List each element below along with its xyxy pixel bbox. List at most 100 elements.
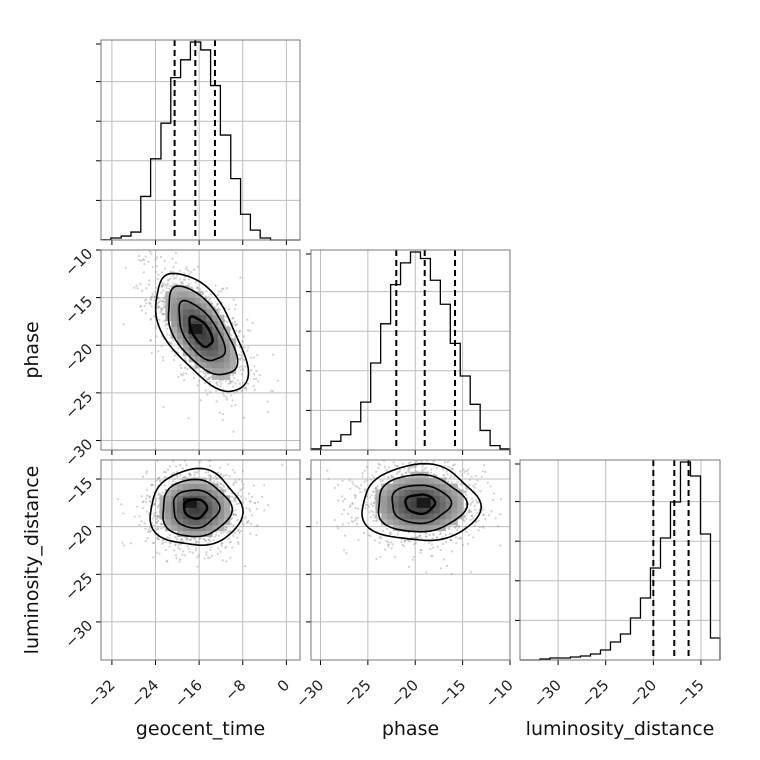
density-cell bbox=[451, 501, 458, 508]
scatter-point bbox=[145, 302, 148, 305]
scatter-point bbox=[450, 538, 453, 541]
scatter-point bbox=[161, 539, 164, 542]
scatter-point bbox=[198, 380, 201, 383]
scatter-point bbox=[160, 286, 163, 289]
scatter-point bbox=[455, 525, 458, 528]
scatter-point bbox=[149, 302, 152, 305]
scatter-point bbox=[154, 258, 157, 261]
scatter-point bbox=[205, 551, 208, 554]
scatter-point bbox=[209, 548, 212, 552]
scatter-point bbox=[154, 503, 157, 506]
scatter-point bbox=[143, 258, 146, 262]
scatter-point bbox=[374, 539, 377, 542]
scatter-point bbox=[148, 500, 151, 503]
scatter-point bbox=[373, 501, 376, 504]
density-cell bbox=[200, 350, 207, 357]
scatter-point bbox=[189, 550, 192, 553]
density-cell bbox=[200, 326, 207, 333]
scatter-point bbox=[180, 281, 183, 284]
density-cell bbox=[439, 483, 447, 490]
scatter-point bbox=[243, 517, 246, 520]
scatter-point bbox=[441, 536, 444, 539]
scatter-point bbox=[159, 256, 163, 259]
density-peak bbox=[182, 497, 197, 508]
density-cell bbox=[171, 320, 178, 327]
density-cell bbox=[223, 361, 231, 369]
scatter-point bbox=[341, 523, 344, 526]
density-cell bbox=[398, 507, 406, 514]
scatter-point bbox=[343, 508, 346, 512]
scatter-point bbox=[391, 543, 394, 546]
scatter-point bbox=[182, 278, 185, 281]
scatter-point bbox=[222, 531, 225, 534]
density-cell bbox=[387, 501, 394, 508]
scatter-point bbox=[231, 468, 234, 471]
scatter-point bbox=[149, 339, 152, 342]
scatter-point bbox=[240, 357, 243, 360]
density-cell bbox=[182, 507, 190, 514]
scatter-point bbox=[474, 508, 477, 511]
scatter-point bbox=[233, 307, 236, 311]
density-cell bbox=[188, 338, 196, 345]
scatter-point bbox=[208, 479, 211, 482]
scatter-point bbox=[369, 496, 372, 499]
scatter-point bbox=[157, 273, 160, 276]
scatter-point bbox=[154, 515, 157, 518]
scatter-point bbox=[157, 497, 160, 500]
scatter-point bbox=[151, 292, 154, 296]
scatter-point bbox=[235, 514, 238, 517]
scatter-point bbox=[246, 349, 249, 352]
scatter-point bbox=[225, 396, 228, 399]
scatter-point bbox=[160, 527, 163, 530]
scatter-point bbox=[454, 526, 457, 529]
scatter-point bbox=[214, 284, 217, 287]
density-cell bbox=[171, 332, 178, 339]
scatter-point bbox=[219, 487, 222, 490]
scatter-point bbox=[122, 323, 125, 326]
density-cell bbox=[194, 512, 201, 520]
scatter-point bbox=[220, 544, 223, 547]
scatter-point bbox=[209, 391, 212, 394]
scatter-point bbox=[207, 296, 210, 299]
y-tick-label: −20 bbox=[61, 521, 96, 556]
scatter-point bbox=[195, 541, 198, 545]
scatter-point bbox=[180, 538, 183, 541]
scatter-point bbox=[180, 282, 183, 285]
scatter-point bbox=[327, 477, 330, 481]
scatter-point bbox=[209, 464, 212, 467]
scatter-point bbox=[223, 485, 226, 488]
scatter-point bbox=[453, 475, 456, 478]
scatter-point bbox=[168, 341, 171, 344]
scatter-point bbox=[140, 495, 143, 498]
scatter-point bbox=[168, 542, 171, 545]
scatter-point bbox=[244, 386, 247, 389]
scatter-point bbox=[470, 475, 473, 478]
scatter-point bbox=[179, 548, 182, 551]
contour-line-2 bbox=[178, 299, 227, 362]
scatter-point bbox=[174, 543, 177, 546]
scatter-point bbox=[218, 466, 222, 469]
scatter-point bbox=[163, 282, 166, 286]
scatter-point bbox=[240, 390, 243, 393]
density-cell bbox=[177, 518, 184, 526]
scatter-point bbox=[216, 293, 219, 296]
density-cell bbox=[212, 332, 219, 339]
scatter-point bbox=[160, 309, 163, 312]
scatter-point bbox=[482, 508, 485, 511]
x-tick-label: −10 bbox=[482, 676, 517, 711]
scatter-point bbox=[234, 382, 237, 385]
scatter-point bbox=[414, 541, 417, 545]
scatter-point bbox=[216, 303, 219, 306]
scatter-point bbox=[217, 547, 220, 550]
density-cell bbox=[206, 308, 213, 316]
scatter-point bbox=[214, 533, 218, 537]
density-cell bbox=[428, 489, 435, 496]
scatter-point bbox=[221, 559, 224, 562]
scatter-point bbox=[376, 485, 379, 488]
scatter-point bbox=[187, 269, 190, 272]
scatter-point bbox=[208, 297, 212, 301]
scatter-point bbox=[263, 484, 266, 487]
panel-frame bbox=[310, 249, 511, 451]
scatter-point bbox=[199, 537, 202, 540]
scatter-point bbox=[215, 382, 218, 385]
